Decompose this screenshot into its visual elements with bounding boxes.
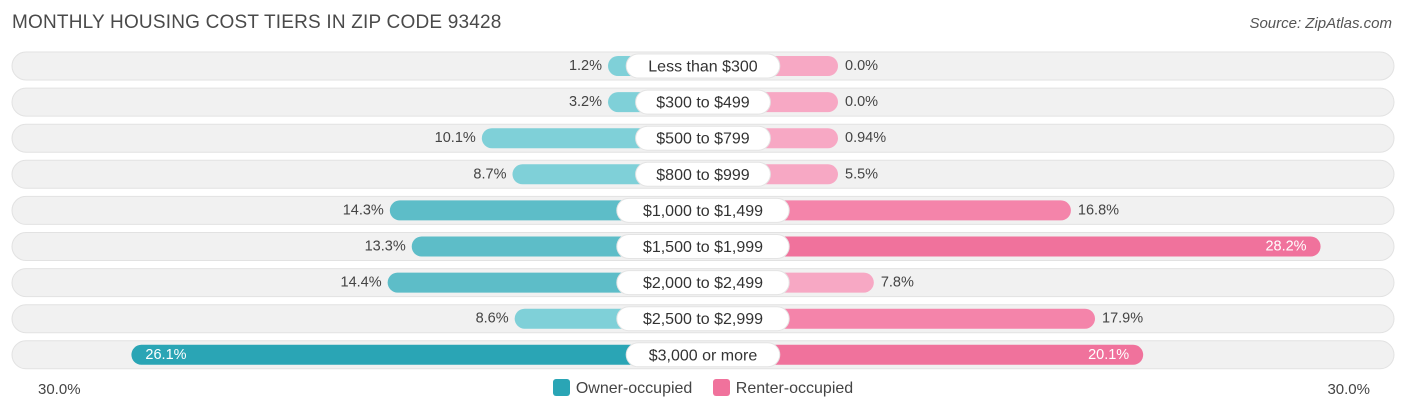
category-pill (635, 89, 771, 115)
category-label: $500 to $799 (656, 131, 750, 148)
category-pill (616, 270, 790, 296)
axis-label-right: 30.0% (1327, 381, 1370, 398)
legend-label-renter: Renter-occupied (735, 380, 854, 397)
legend: Owner-occupied Renter-occupied (0, 379, 1406, 398)
value-label-owner: 1.2% (569, 58, 602, 74)
category-label: Less than $300 (648, 59, 758, 76)
category-label: $2,500 to $2,999 (643, 311, 763, 328)
bar-renter-occupied (703, 308, 1096, 329)
category-pill (625, 53, 781, 79)
value-label-owner: 14.4% (341, 275, 382, 291)
legend-swatch-renter (712, 379, 730, 396)
chart-source: Source: ZipAtlas.com (1249, 15, 1392, 32)
value-label-owner: 8.7% (473, 166, 506, 182)
value-label-renter: 7.8% (881, 275, 914, 291)
category-label: $2,000 to $2,499 (643, 275, 763, 292)
category-pill (616, 306, 790, 332)
category-pill (616, 234, 790, 259)
category-label: $1,000 to $1,499 (643, 203, 763, 220)
category-label: $3,000 or more (649, 347, 758, 364)
category-label: $1,500 to $1,999 (643, 239, 763, 256)
bar-renter-occupied (703, 236, 1321, 257)
category-pill (635, 161, 771, 187)
axis-label-left: 30.0% (38, 381, 81, 398)
value-label-renter: 16.8% (1078, 202, 1119, 218)
legend-swatch-owner (552, 379, 570, 396)
bar-renter-occupied (703, 200, 1071, 221)
category-label: $300 to $499 (656, 95, 750, 112)
value-label-renter: 17.9% (1102, 311, 1143, 327)
category-pill (616, 197, 790, 223)
bar-owner-occupied (131, 344, 703, 365)
legend-item-renter[interactable]: Renter-occupied (712, 379, 854, 398)
value-label-renter: 0.94% (845, 130, 886, 146)
value-label-owner: 13.3% (365, 239, 406, 255)
category-pill (635, 125, 771, 151)
value-label-owner: 10.1% (435, 130, 476, 146)
category-pill (625, 342, 781, 368)
legend-item-owner[interactable]: Owner-occupied (552, 379, 693, 398)
value-label-renter: 28.2% (1265, 239, 1306, 255)
value-label-owner: 3.2% (569, 94, 602, 110)
chart-title: MONTHLY HOUSING COST TIERS IN ZIP CODE 9… (12, 12, 502, 33)
value-label-owner: 8.6% (476, 311, 509, 327)
legend-label-owner: Owner-occupied (575, 380, 693, 397)
bar-renter-occupied (703, 344, 1144, 365)
category-label: $800 to $999 (656, 167, 750, 184)
value-label-renter: 0.0% (845, 58, 878, 74)
value-label-owner: 26.1% (145, 347, 186, 363)
value-label-renter: 5.5% (845, 166, 878, 182)
value-label-owner: 14.3% (343, 202, 384, 218)
value-label-renter: 20.1% (1088, 347, 1129, 363)
value-label-renter: 0.0% (845, 94, 878, 110)
